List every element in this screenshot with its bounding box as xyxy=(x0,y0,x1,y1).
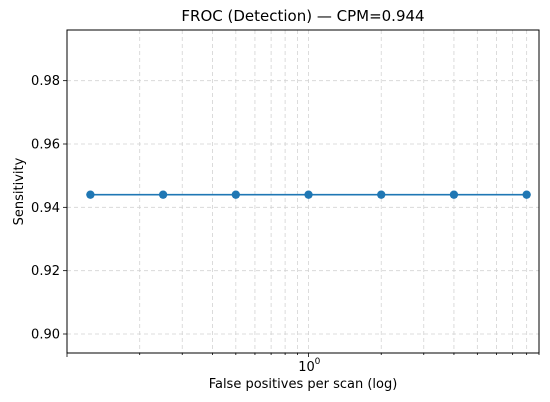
x-tick-label: 10 xyxy=(298,360,315,375)
series-layer xyxy=(86,190,531,199)
grid-lines xyxy=(66,30,540,353)
data-point xyxy=(449,190,459,199)
y-axis-ticks: 0.90 0.92 0.94 0.96 0.98 xyxy=(31,74,67,343)
y-tick-label: 0.94 xyxy=(31,201,60,216)
data-point xyxy=(377,190,386,199)
y-tick-label: 0.90 xyxy=(31,328,60,343)
y-tick-label: 0.92 xyxy=(31,264,60,279)
y-tick-label: 0.96 xyxy=(31,138,60,153)
data-point xyxy=(522,190,531,199)
y-tick-label: 0.98 xyxy=(31,74,60,89)
x-axis-label: False positives per scan (log) xyxy=(209,377,398,392)
x-tick-label-exponent: 0 xyxy=(315,357,321,367)
data-point xyxy=(158,190,168,199)
y-axis-label: Sensitivity xyxy=(12,157,27,225)
data-point xyxy=(304,190,313,199)
plot-frame xyxy=(66,29,540,354)
data-point xyxy=(86,190,95,199)
chart-title: FROC (Detection) — CPM=0.944 xyxy=(181,7,424,25)
x-axis-ticks: 10 0 xyxy=(66,353,540,375)
data-point xyxy=(231,190,241,199)
